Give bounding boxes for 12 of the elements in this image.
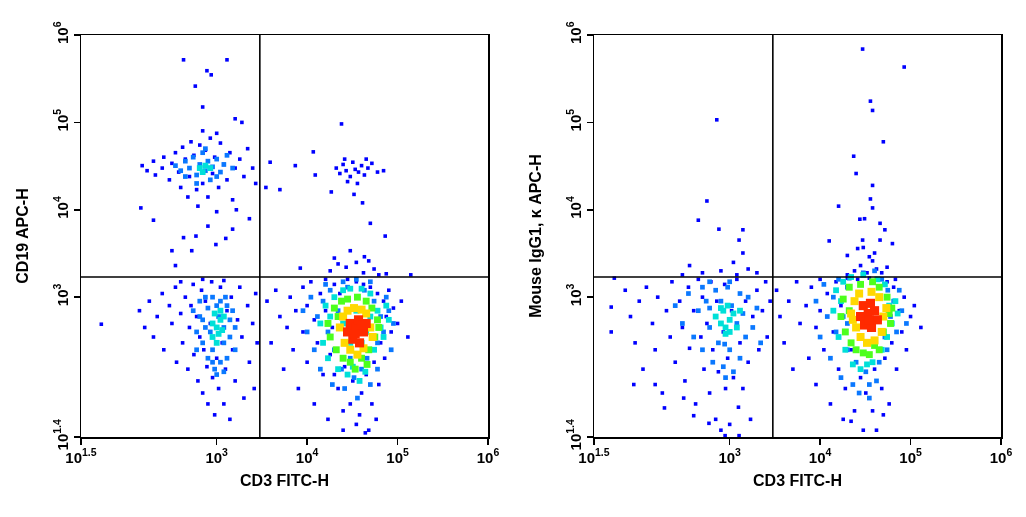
x-tick-label: 10$^{3}$ xyxy=(205,446,229,466)
y-axis-title: Mouse IgG1, κ APC-H xyxy=(527,154,545,318)
x-tick-label: 10$^{3}$ xyxy=(718,446,742,466)
x-axis-title: CD3 FITC-H xyxy=(753,471,842,489)
x-axis-title: CD3 FITC-H xyxy=(240,471,329,489)
x-tick-label: 10$^{5}$ xyxy=(899,446,922,466)
x-tick-label: 10$^{6}$ xyxy=(476,446,500,466)
x-tick-label: 10$^{4}$ xyxy=(295,446,319,466)
x-tick-label: 10$^{5}$ xyxy=(386,446,409,466)
x-tick-label: 10$^{4}$ xyxy=(808,446,832,466)
x-tick-label: 10$^{6}$ xyxy=(989,446,1013,466)
y-axis-title: CD19 APC-H xyxy=(14,188,32,284)
